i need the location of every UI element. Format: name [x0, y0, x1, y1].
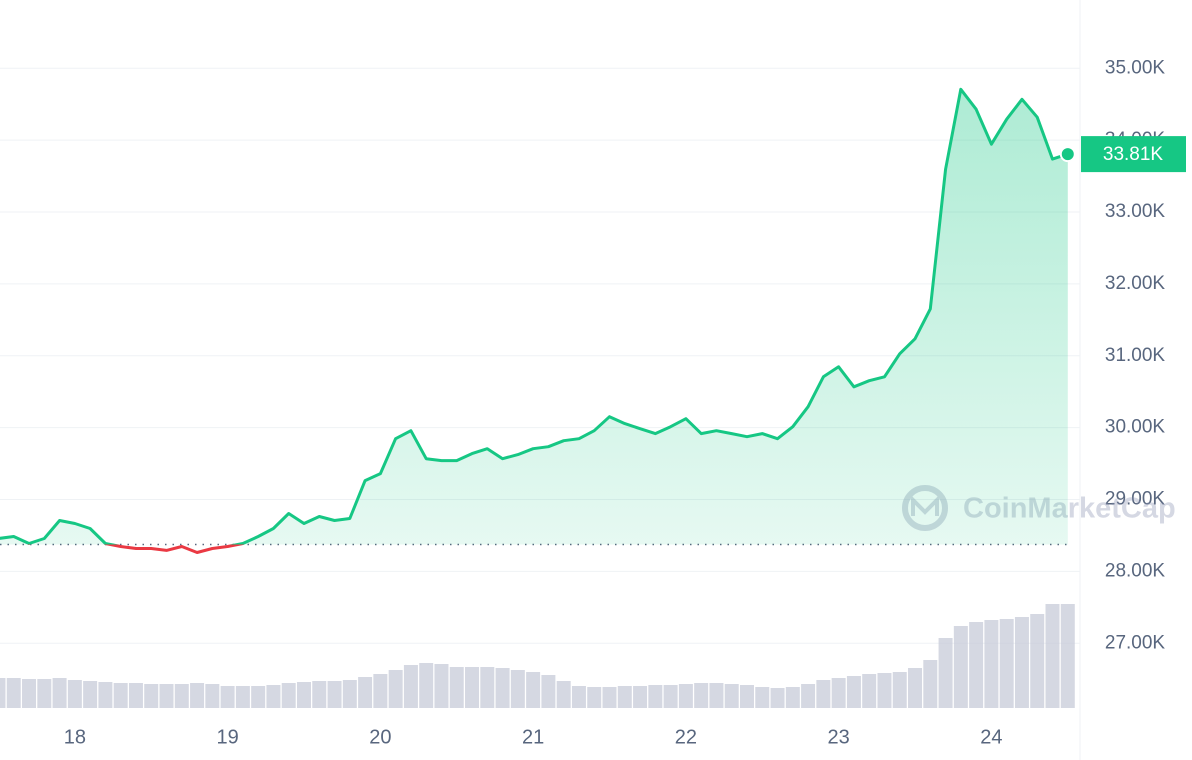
y-tick-label: 31.00K	[1105, 345, 1166, 366]
volume-bar	[831, 678, 846, 708]
x-tick-label: 23	[828, 726, 850, 748]
volume-bar	[159, 684, 174, 708]
volume-bar	[969, 622, 984, 708]
volume-bar	[98, 682, 113, 708]
volume-bar	[373, 674, 388, 708]
x-tick-label: 18	[64, 726, 86, 748]
volume-bar	[52, 678, 67, 708]
grid	[0, 67, 1080, 644]
volume-bar	[403, 665, 418, 708]
volume-bar	[0, 678, 6, 708]
volume-bar	[113, 683, 128, 708]
volume-bar	[144, 684, 159, 708]
volume-bar	[556, 681, 571, 708]
volume-bar	[877, 673, 892, 708]
volume-bar	[801, 684, 816, 708]
volume-bar	[846, 676, 861, 708]
volume-bar	[174, 684, 189, 708]
volume-bar	[739, 685, 754, 708]
volume-bar	[465, 667, 480, 708]
volume-bar	[6, 678, 21, 708]
y-tick-label: 28.00K	[1105, 560, 1166, 581]
volume-bar	[984, 620, 999, 708]
volume-bar	[67, 680, 82, 708]
volume-bar	[694, 683, 709, 708]
y-tick-label: 27.00K	[1105, 632, 1166, 653]
price-line	[0, 87, 1069, 554]
x-tick-label: 19	[216, 726, 238, 748]
volume-bar	[449, 667, 464, 708]
volume-bar	[541, 675, 556, 708]
volume-bar	[296, 682, 311, 708]
volume-bar	[190, 683, 205, 708]
y-tick-label: 35.00K	[1105, 57, 1166, 78]
volume-bar	[571, 686, 586, 708]
volume-bar	[724, 684, 739, 708]
volume-bar	[1060, 604, 1075, 708]
volume-bar	[1014, 617, 1029, 708]
volume-bar	[587, 687, 602, 708]
volume-bar	[953, 626, 968, 708]
volume-bar	[434, 664, 449, 708]
volume-bar	[495, 668, 510, 708]
volume-bar	[266, 685, 281, 708]
y-tick-label: 30.00K	[1105, 417, 1166, 438]
last-point	[1059, 146, 1076, 163]
y-tick-label: 32.00K	[1105, 273, 1166, 294]
volume-bar	[83, 681, 98, 708]
volume-bar	[617, 686, 632, 708]
volume-bar	[480, 667, 495, 708]
volume-bar	[419, 663, 434, 708]
volume-bar	[709, 683, 724, 708]
volume-bar	[128, 683, 143, 708]
volume-bar	[648, 685, 663, 708]
x-tick-label: 22	[675, 726, 697, 748]
volume-bar	[37, 679, 52, 708]
volume-bar	[678, 684, 693, 708]
volume-bar	[327, 681, 342, 708]
volume-bar	[251, 686, 266, 708]
volume-bars	[0, 604, 1075, 708]
volume-bar	[785, 687, 800, 708]
volume-bar	[755, 687, 770, 708]
volume-bar	[510, 670, 525, 708]
volume-bar	[862, 674, 877, 708]
volume-bar	[388, 670, 403, 708]
volume-bar	[22, 679, 37, 708]
volume-bar	[205, 684, 220, 708]
x-tick-label: 20	[369, 726, 391, 748]
volume-bar	[1030, 614, 1045, 708]
volume-bar	[602, 687, 617, 708]
price-area	[0, 89, 1068, 545]
x-tick-label: 21	[522, 726, 544, 748]
volume-bar	[923, 660, 938, 708]
volume-bar	[281, 683, 296, 708]
volume-bar	[1045, 604, 1060, 708]
volume-bar	[892, 672, 907, 708]
volume-bar	[526, 672, 541, 708]
volume-bar	[816, 680, 831, 708]
volume-bar	[312, 681, 327, 708]
volume-bar	[235, 686, 250, 708]
price-label-box	[1081, 136, 1186, 173]
volume-bar	[999, 619, 1014, 708]
price-label: 33.81K	[1103, 144, 1164, 165]
volume-bar	[938, 638, 953, 708]
volume-bar	[342, 680, 357, 708]
volume-bar	[633, 686, 648, 708]
x-tick-label: 24	[980, 726, 1002, 748]
y-tick-label: 33.00K	[1105, 201, 1166, 222]
volume-bar	[358, 677, 373, 708]
y-tick-label: 29.00K	[1105, 489, 1166, 510]
volume-bar	[663, 685, 678, 708]
volume-bar	[770, 688, 785, 708]
volume-bar	[908, 668, 923, 708]
volume-bar	[220, 686, 235, 708]
